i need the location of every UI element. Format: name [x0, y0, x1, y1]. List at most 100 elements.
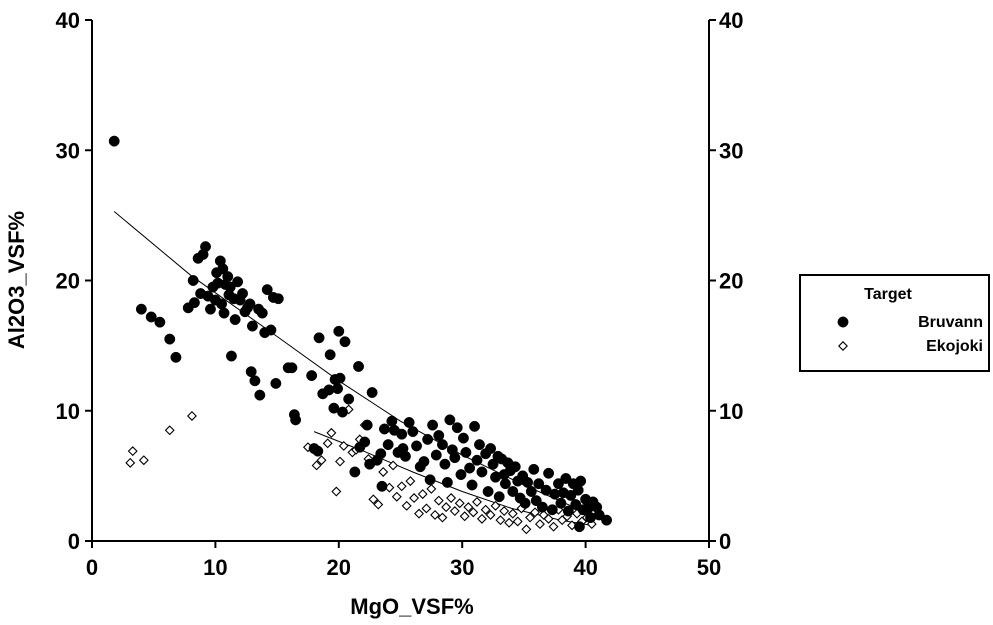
bruvann-point	[164, 333, 176, 345]
bruvann-point	[418, 456, 430, 467]
bruvann-point	[270, 377, 282, 389]
bruvann-point	[379, 423, 390, 435]
bruvann-point	[464, 462, 476, 474]
bruvann-point	[519, 497, 531, 509]
ekojoki-point	[521, 524, 532, 535]
plot-frame	[91, 20, 710, 542]
bruvann-point	[430, 449, 442, 461]
ekojoki-point	[421, 503, 432, 514]
ekojoki-point	[373, 499, 384, 510]
bruvann-point	[353, 361, 364, 372]
ekojoki-point	[426, 483, 437, 494]
bruvann-point	[457, 432, 469, 444]
bruvann-point	[145, 311, 157, 323]
bruvann-point	[572, 484, 584, 496]
legend-label-ekojoki: Ekojoki	[926, 338, 983, 355]
bruvann-point	[403, 417, 415, 428]
ekojoki-point	[391, 491, 402, 502]
bruvann-point	[437, 439, 448, 451]
ekojoki-point	[186, 410, 197, 421]
ekojoki-point	[490, 500, 501, 511]
bruvann-point	[349, 466, 361, 478]
bruvann-point	[433, 430, 445, 441]
legend: Target Bruvann Ekojoki	[799, 274, 990, 372]
ekojoki-point	[495, 515, 506, 526]
bruvann-point	[427, 419, 439, 431]
bruvann-point	[312, 445, 324, 457]
ekojoki-point	[430, 509, 441, 520]
bruvann-point	[396, 428, 408, 440]
bruvann-point	[507, 486, 519, 497]
bruvann-point	[245, 366, 257, 378]
bruvann-point	[411, 440, 422, 452]
ekojoki-point	[548, 521, 559, 532]
bruvann-point	[343, 393, 355, 405]
bruvann-point	[170, 351, 182, 363]
bruvann-point	[218, 307, 230, 319]
ekojoki-point	[454, 498, 465, 509]
bruvann-point	[444, 414, 456, 426]
bruvann-point	[200, 241, 211, 253]
ekojoki-point	[441, 502, 452, 513]
ekojoki-point	[125, 457, 136, 468]
bruvann-point	[422, 433, 434, 445]
ekojoki-point	[433, 495, 444, 506]
bruvann-point	[376, 480, 388, 492]
legend-marker-ekojoki	[838, 341, 848, 351]
x-tick-label: 30	[450, 555, 474, 580]
ekojoki-point	[530, 507, 540, 518]
ekojoki-point	[512, 516, 523, 527]
ekojoki-point	[468, 507, 479, 518]
bruvann-point	[337, 406, 348, 418]
legend-box	[799, 274, 990, 372]
bruvann-point	[460, 446, 472, 458]
bruvann-point	[441, 476, 453, 488]
bruvann-point	[482, 486, 494, 497]
bruvann-point	[222, 271, 234, 283]
ekojoki-point	[463, 502, 474, 513]
bruvann-point	[232, 276, 244, 288]
bruvann-point	[451, 422, 463, 434]
bruvann-point	[509, 461, 521, 473]
x-axis: 0 10 20 30 40 50	[86, 541, 721, 580]
bruvann-point	[256, 307, 268, 319]
bruvann-point	[306, 370, 318, 382]
ekojoki-point	[409, 493, 420, 503]
ekojoki-point	[388, 460, 399, 471]
bruvann-point	[466, 479, 478, 491]
x-tick-label: 40	[573, 555, 597, 580]
bruvann-point	[522, 476, 534, 488]
ekojoki-point	[459, 511, 470, 522]
right-y-axis: 0 10 20 30 40	[709, 8, 743, 554]
bruvann-point	[543, 467, 555, 479]
bruvann-point	[261, 284, 273, 296]
data-points	[108, 135, 613, 535]
right-y-tick-label: 0	[719, 529, 731, 554]
right-y-tick-label: 20	[719, 269, 743, 294]
bruvann-point	[533, 478, 545, 490]
ekojoki-point	[322, 438, 333, 449]
series-bruvann	[108, 135, 613, 533]
ekojoki-point	[507, 508, 518, 519]
bruvann-point	[249, 375, 261, 387]
ekojoki-point	[311, 460, 322, 471]
ekojoki-point	[326, 427, 337, 438]
ekojoki-point	[525, 512, 536, 523]
ekojoki-point	[538, 509, 549, 520]
bruvann-point	[108, 135, 120, 147]
ekojoki-point	[446, 493, 457, 503]
ekojoki-point	[368, 494, 379, 505]
bruvann-point	[439, 458, 451, 470]
bruvann-point	[573, 521, 585, 533]
bruvann-point	[386, 415, 398, 427]
ekojoki-point	[476, 513, 487, 524]
bruvann-point	[485, 443, 497, 454]
bruvann-point	[399, 450, 411, 462]
legend-label-bruvann: Bruvann	[918, 314, 983, 331]
bruvann-point	[601, 514, 613, 526]
bruvann-point	[135, 303, 147, 315]
ekojoki-point	[480, 504, 491, 515]
y-tick-label: 40	[56, 8, 80, 33]
ekojoki-point	[414, 508, 424, 519]
